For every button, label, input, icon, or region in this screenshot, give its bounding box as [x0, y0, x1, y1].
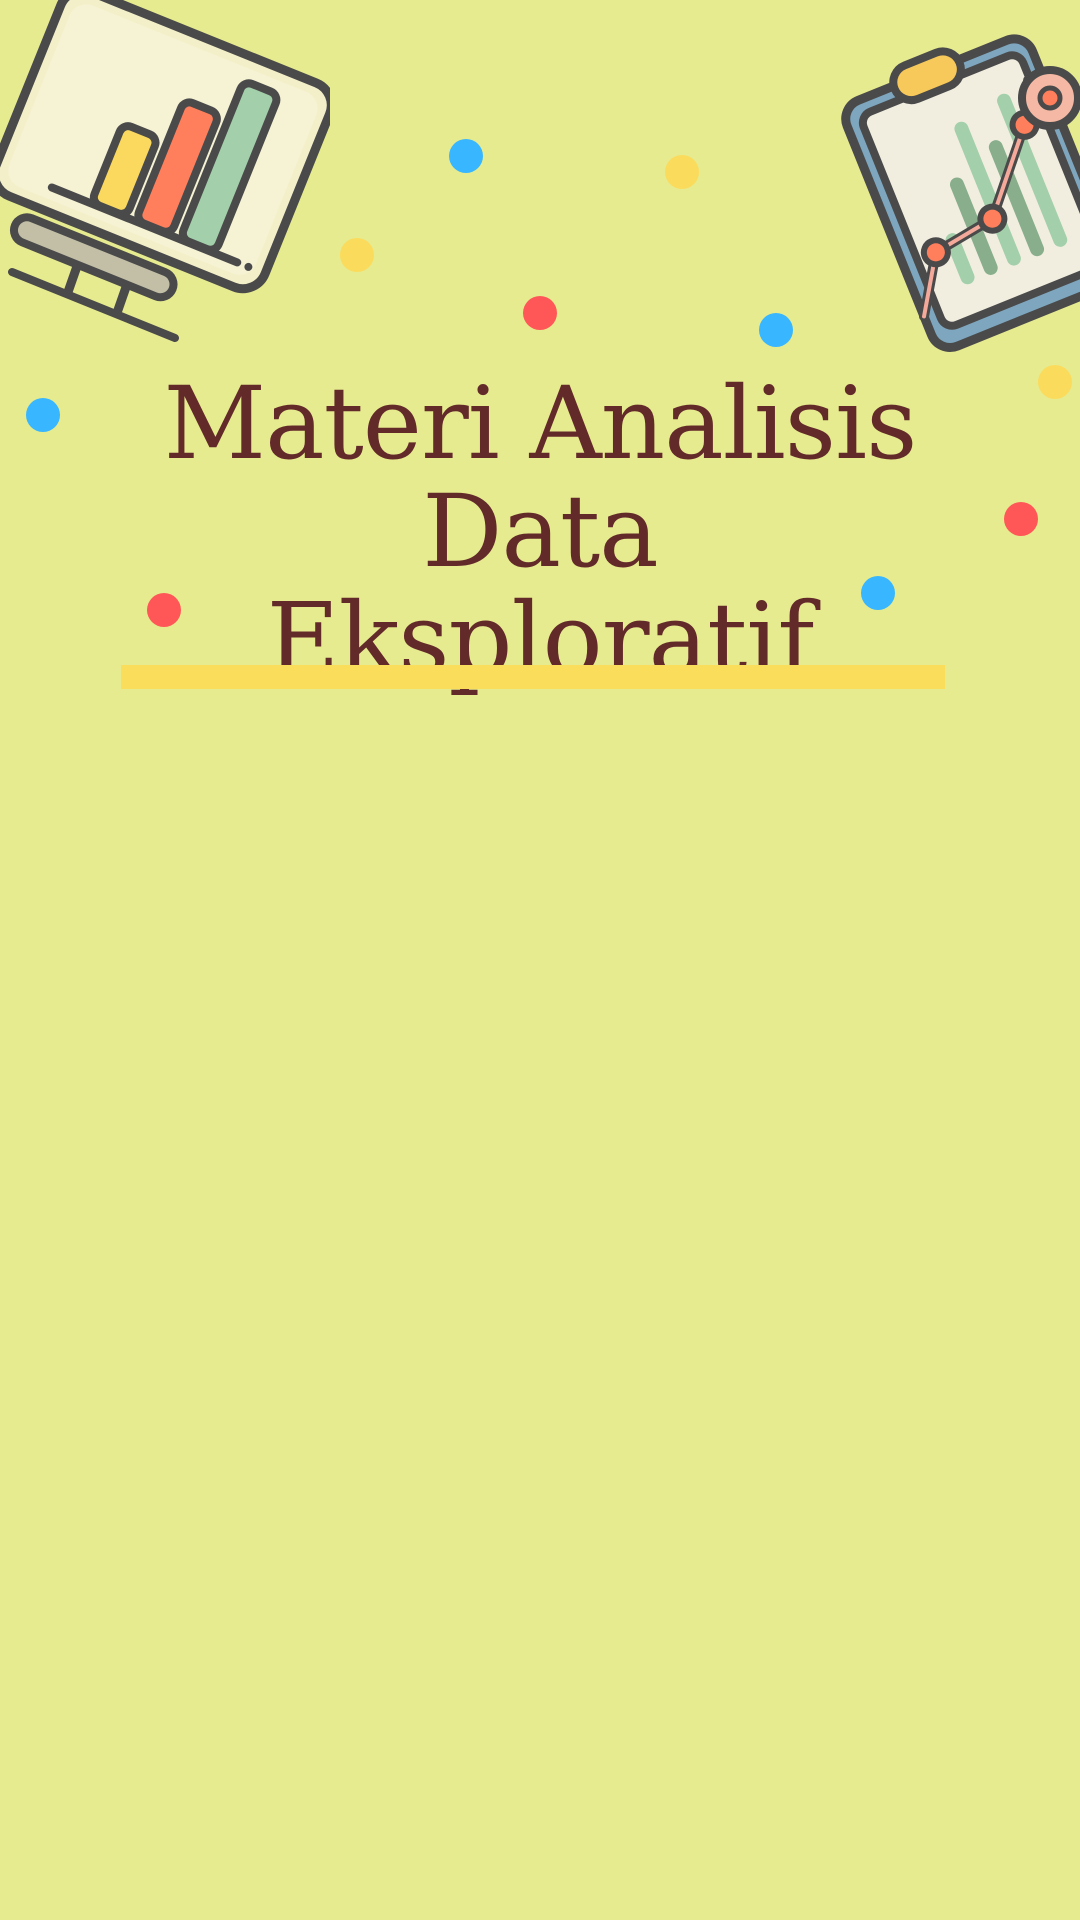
page-title-line-1: Materi Analisis Data	[163, 365, 918, 590]
decorative-dot-red	[523, 296, 557, 330]
decorative-dot-yellow	[665, 155, 699, 189]
decorative-dot-blue	[449, 139, 483, 173]
bar-chart-monitor-icon	[0, 0, 330, 342]
decorative-dot-red	[1004, 502, 1038, 536]
decorative-dot-yellow	[340, 238, 374, 272]
line-chart-clipboard-icon	[841, 34, 1080, 352]
title-block: Materi Analisis Data Eksploratif	[60, 370, 1020, 694]
decorative-dot-blue	[26, 398, 60, 432]
decorative-dot-blue	[861, 576, 895, 610]
decorative-dot-blue	[759, 313, 793, 347]
decorative-dot-red	[147, 593, 181, 627]
decorative-dot-yellow	[1038, 365, 1072, 399]
page-title: Materi Analisis Data Eksploratif	[60, 370, 1020, 694]
title-underline-bar	[121, 665, 945, 689]
